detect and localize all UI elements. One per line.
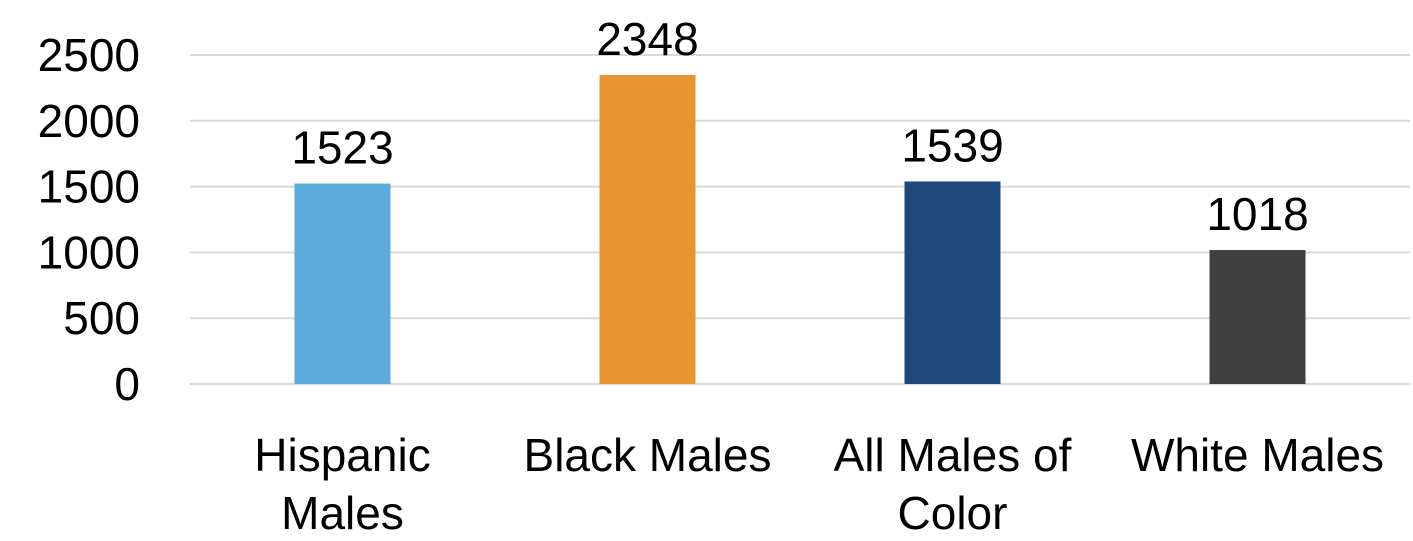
y-axis-ticks: 0 500 1000 1500 2000 2500 [38,29,140,410]
y-tick-label: 500 [63,292,140,344]
data-label: 1539 [901,119,1003,171]
gridlines [190,54,1410,385]
bar-1 [599,75,696,384]
data-label: 2348 [596,13,698,65]
data-labels: 1523 2348 1539 1018 [291,13,1308,240]
y-tick-label: 0 [114,358,140,410]
bars [294,75,1306,384]
x-category-label: All Males of Color [834,429,1072,539]
y-tick-label: 1500 [38,161,140,213]
y-tick-label: 2000 [38,95,140,147]
x-axis-categories: Hispanic Males Black Males All Males of Colo… [254,429,1384,539]
bar-3 [1209,250,1306,384]
x-category-label: Black Males [524,429,772,481]
y-tick-label: 2500 [38,29,140,81]
bar-2 [904,181,1001,384]
y-tick-label: 1000 [38,226,140,278]
x-category-label: White Males [1131,429,1384,481]
data-label: 1018 [1206,188,1308,240]
data-label: 1523 [291,122,393,174]
bar-0 [294,183,391,384]
x-category-label: Hispanic Males [254,429,430,539]
